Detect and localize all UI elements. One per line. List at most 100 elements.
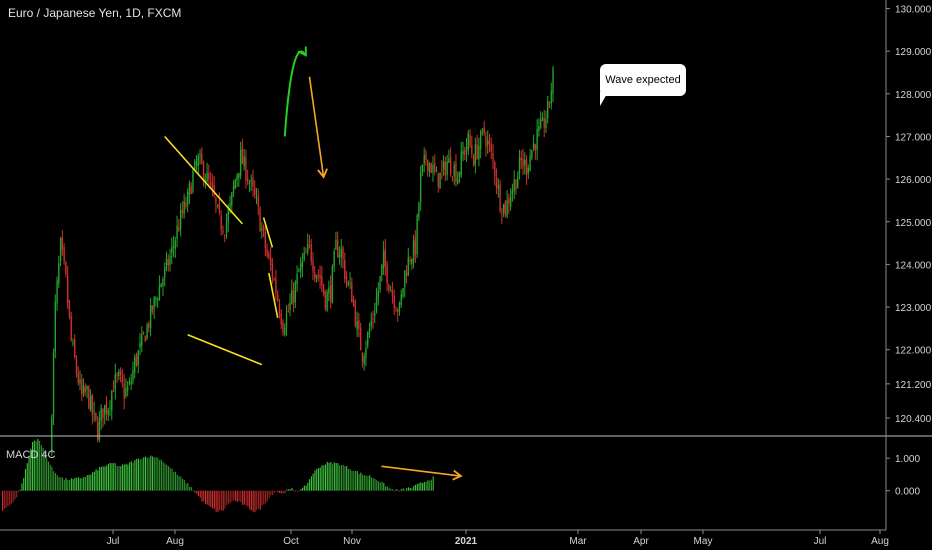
macd-bar (197, 490, 200, 497)
macd-bar (340, 465, 342, 491)
candle-body (248, 182, 251, 184)
macd-bar (280, 490, 282, 494)
macd-bar (342, 464, 344, 491)
candle-body (363, 356, 365, 364)
candle-body (215, 197, 217, 203)
candle-body (499, 183, 501, 212)
candle-body (216, 204, 219, 206)
candle-body (151, 305, 154, 313)
candle-body (158, 285, 161, 300)
candle-body (335, 240, 337, 250)
candle-body (375, 297, 378, 312)
macd-bar (381, 481, 383, 491)
candle-body (409, 259, 411, 262)
macd-bar (407, 487, 410, 491)
candle-body (118, 371, 120, 376)
macd-bar (176, 474, 178, 491)
macd-bar (337, 463, 339, 491)
macd-bar (56, 475, 58, 491)
candle-body (291, 289, 293, 305)
macd-bar (349, 469, 351, 491)
candle-body (195, 163, 198, 165)
candle-body (225, 221, 228, 234)
macd-bar (316, 468, 318, 491)
candle-body (494, 162, 496, 177)
macd-bar (146, 457, 148, 491)
macd-bar (3, 490, 5, 509)
macd-bar (30, 448, 32, 491)
x-tick-label: May (694, 536, 713, 547)
macd-bar (63, 479, 65, 491)
candle-body (457, 178, 459, 184)
candle-body (509, 196, 512, 207)
candle-body (142, 331, 145, 334)
trendline-yellow (187, 334, 263, 366)
callout-bubble: Wave expected (600, 64, 686, 96)
candle-body (74, 339, 76, 358)
macd-bar (422, 483, 424, 491)
candle-body (176, 225, 178, 239)
candle-body (449, 157, 452, 175)
macd-bar (289, 489, 291, 491)
macd-bar (199, 490, 201, 498)
macd-bar (363, 475, 365, 491)
macd-bar (97, 470, 99, 491)
candle-body (513, 179, 515, 192)
candle-body (231, 192, 233, 206)
macd-bar (300, 489, 302, 491)
macd-bar (187, 482, 189, 491)
candle-body (75, 358, 78, 374)
candle-body (137, 350, 139, 366)
macd-bar (268, 490, 270, 498)
macd-bar (164, 463, 166, 491)
candle-body (430, 163, 432, 174)
macd-bar (302, 487, 304, 491)
macd-bar (141, 458, 143, 491)
candle-body (476, 143, 478, 159)
candle-body (218, 202, 221, 213)
macd-bar (7, 490, 9, 507)
candle-body (91, 395, 94, 415)
candle-body (201, 153, 203, 164)
macd-bar (296, 490, 298, 492)
macd-bar (92, 472, 94, 491)
macd-bar (35, 441, 37, 491)
candle-body (347, 282, 349, 285)
candle-body (179, 210, 182, 229)
x-tick-label: Mar (569, 536, 587, 547)
candle-body (467, 132, 470, 150)
macd-bar (379, 482, 381, 491)
candle-body (329, 285, 332, 301)
candle-body (389, 289, 392, 292)
candle-body (294, 282, 297, 303)
candle-body (525, 159, 528, 175)
y-tick-label: 128.000 (895, 90, 932, 101)
candle-body (412, 240, 415, 262)
macd-bar (10, 490, 12, 504)
candle-body (421, 164, 424, 173)
candle-body (79, 379, 81, 384)
projection-line-orange (308, 76, 325, 178)
macd-bar (355, 470, 357, 491)
candle-body (119, 371, 122, 376)
candle-body (324, 291, 327, 309)
candle-body (488, 141, 491, 145)
macd-bar (415, 484, 417, 491)
candle-body (425, 153, 427, 160)
candle-body (194, 161, 196, 170)
candle-body (465, 146, 468, 152)
macd-bar (284, 490, 286, 494)
macd-bar (429, 480, 431, 491)
macd-bar (150, 455, 152, 491)
candle-body (160, 283, 162, 288)
candle-body (547, 100, 549, 119)
candle-body (308, 241, 311, 243)
macd-bar (404, 490, 406, 491)
macd-bar (356, 471, 358, 491)
candle-body (545, 119, 547, 128)
candle-body (388, 284, 390, 291)
candle-body (495, 177, 498, 187)
candle-body (183, 201, 185, 214)
candle-body (437, 173, 439, 187)
macd-bar (194, 490, 196, 493)
